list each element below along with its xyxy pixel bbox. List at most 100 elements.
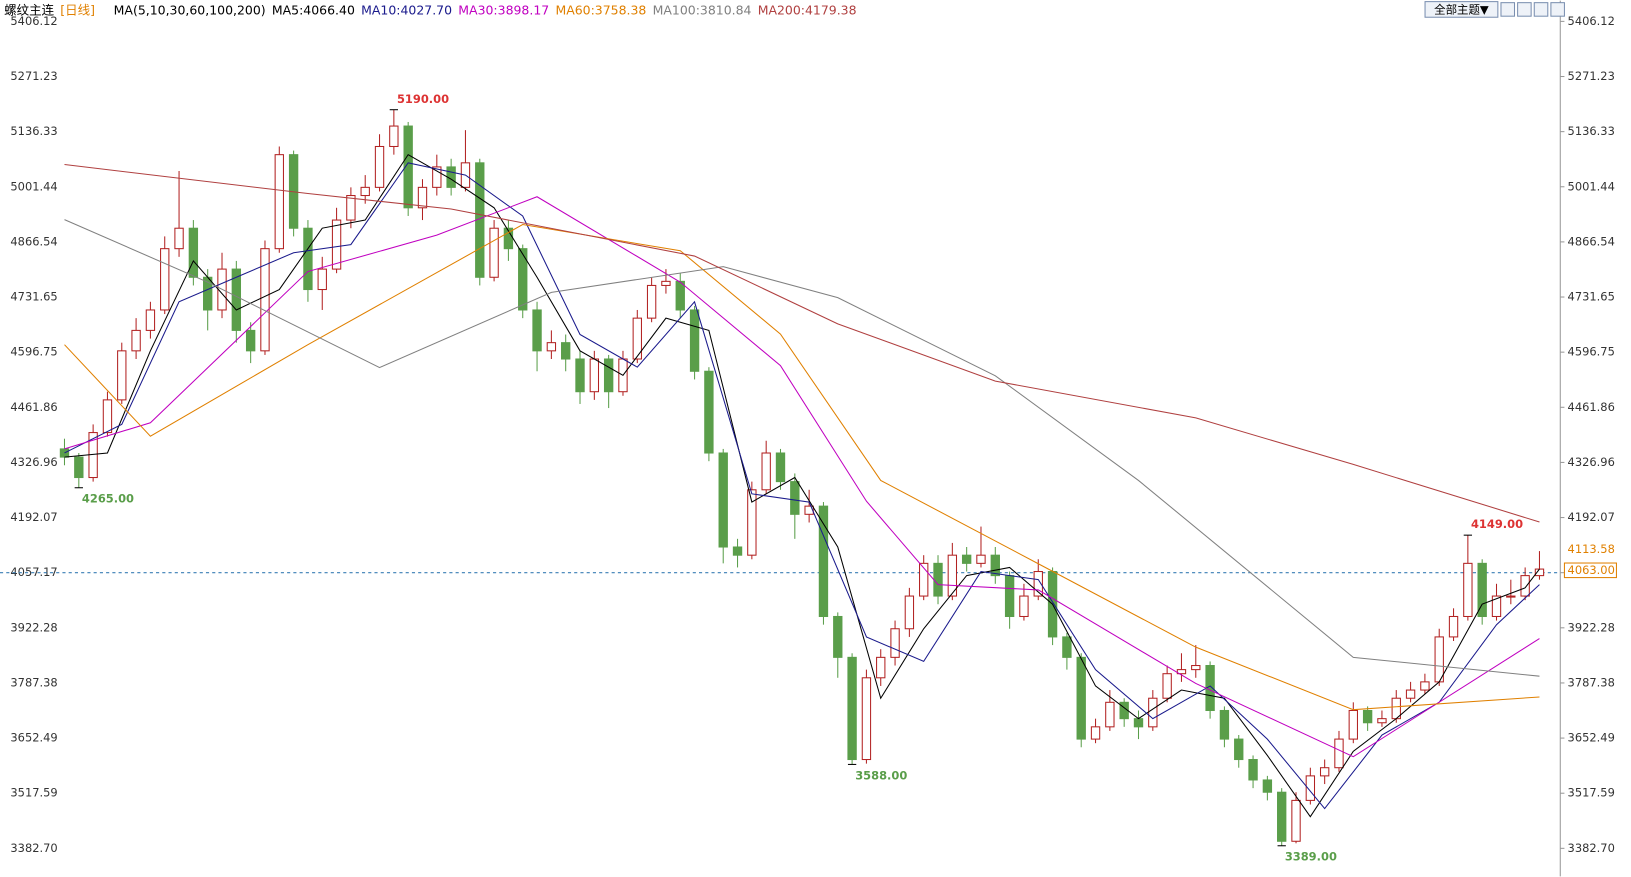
- y-tick-label-right: 5136.33: [1568, 124, 1615, 138]
- candle-body: [1463, 562, 1473, 618]
- candle-body: [1448, 615, 1459, 638]
- y-tick-label: 3517.59: [10, 786, 57, 800]
- candle-body: [1162, 673, 1172, 699]
- ma-line: [64, 153, 1540, 818]
- candle-body: [947, 554, 958, 597]
- candle-body: [575, 358, 585, 393]
- candle-body: [1277, 791, 1287, 842]
- y-tick-label: 4731.65: [10, 290, 57, 304]
- candle-body: [603, 358, 614, 393]
- y-tick-label: 3382.70: [10, 841, 57, 855]
- y-tick-label-right: 3652.49: [1568, 731, 1615, 745]
- y-tick-label-right: 3517.59: [1568, 786, 1615, 800]
- candle-body: [145, 309, 156, 331]
- candle-body: [919, 562, 929, 597]
- legend-entry: MA200:4179.38: [758, 2, 857, 17]
- legend-entry: MA60:3758.38: [555, 2, 646, 17]
- candle-body: [1362, 709, 1373, 724]
- toolbar-icon[interactable]: [1533, 2, 1549, 17]
- candle-body: [160, 248, 170, 311]
- ma-line: [64, 162, 1540, 810]
- candle-body: [1176, 669, 1187, 675]
- candle-body: [1105, 701, 1115, 728]
- candle-body: [718, 452, 728, 548]
- candle-body: [1019, 595, 1029, 618]
- candle-body: [532, 309, 542, 352]
- legend-entry: MA100:3810.84: [653, 2, 752, 17]
- candle-body: [1004, 575, 1015, 618]
- candle-body: [74, 456, 84, 479]
- candle-body: [1248, 759, 1258, 781]
- ma-line: [64, 219, 1540, 677]
- extreme-label: 3389.00: [1285, 850, 1337, 864]
- candle-body: [661, 280, 671, 286]
- candle-body: [546, 342, 557, 352]
- candle-body: [1520, 575, 1530, 597]
- candle-body: [489, 227, 499, 278]
- y-tick-label-right: 4731.65: [1568, 290, 1615, 304]
- candle-body: [747, 489, 757, 556]
- y-tick-label-right: 3787.38: [1568, 675, 1615, 689]
- candle-body: [1491, 595, 1502, 618]
- candle-body: [518, 248, 528, 311]
- candle-body: [890, 628, 900, 658]
- candle-body: [933, 562, 943, 597]
- candle-body: [761, 452, 771, 491]
- candle-body: [1033, 571, 1043, 597]
- ma-line: [64, 223, 1540, 711]
- legend-entry: MA5:4066.40: [272, 2, 355, 17]
- y-tick-label: 4461.86: [10, 400, 57, 414]
- candle-body: [274, 154, 284, 250]
- candle-body: [389, 125, 399, 148]
- price-tag: 4063.00: [1568, 563, 1615, 577]
- y-tick-label-right: 3922.28: [1568, 620, 1615, 634]
- candle-body: [818, 505, 829, 618]
- candle-body: [976, 554, 986, 564]
- y-tick-label-right: 4192.07: [1568, 510, 1615, 524]
- theme-button-label[interactable]: 全部主题▼: [1434, 2, 1489, 16]
- toolbar-icon[interactable]: [1500, 2, 1516, 17]
- candle-body: [1405, 689, 1416, 699]
- price-tag: 4113.58: [1568, 542, 1615, 556]
- candle-body: [245, 329, 256, 352]
- candle-body: [561, 342, 571, 360]
- candle-body: [1191, 665, 1201, 671]
- y-tick-label-right: 5271.23: [1568, 69, 1615, 83]
- y-tick-label-right: 4461.86: [1568, 400, 1615, 414]
- candle-body: [689, 309, 700, 372]
- toolbar-icon[interactable]: [1550, 2, 1565, 17]
- candle-body: [1090, 726, 1101, 740]
- y-tick-label: 3787.38: [10, 675, 57, 689]
- candle-body: [1062, 636, 1072, 658]
- candle-body: [174, 227, 184, 250]
- candle-body: [346, 195, 356, 221]
- candle-body: [59, 448, 70, 458]
- legend-period: [日线]: [60, 2, 95, 17]
- candle-body: [790, 481, 800, 515]
- legend-title: 螺纹主连: [4, 2, 54, 17]
- legend-ma: MA(5,10,30,60,100,200): [114, 2, 266, 17]
- y-tick-label: 5406.12: [10, 14, 57, 28]
- candle-body: [775, 452, 786, 483]
- extreme-label: 3588.00: [855, 768, 907, 782]
- candle-body: [117, 350, 127, 401]
- candle-body: [847, 656, 857, 761]
- y-tick-label: 3652.49: [10, 731, 57, 745]
- candle-body: [131, 329, 141, 352]
- y-tick-label: 3922.28: [10, 620, 57, 634]
- candle-body: [403, 125, 413, 209]
- candle-body: [102, 399, 113, 434]
- candle-body: [732, 546, 743, 556]
- candle-body: [1434, 636, 1444, 683]
- candle-body: [374, 145, 385, 188]
- candle-body: [331, 219, 342, 270]
- candle-body: [1133, 718, 1144, 728]
- candle-body: [317, 268, 327, 291]
- theme-button[interactable]: [1424, 1, 1499, 18]
- candle-body: [432, 166, 442, 188]
- y-tick-label: 5271.23: [10, 69, 57, 83]
- candle-body: [1234, 738, 1244, 761]
- toolbar-icon[interactable]: [1517, 2, 1532, 17]
